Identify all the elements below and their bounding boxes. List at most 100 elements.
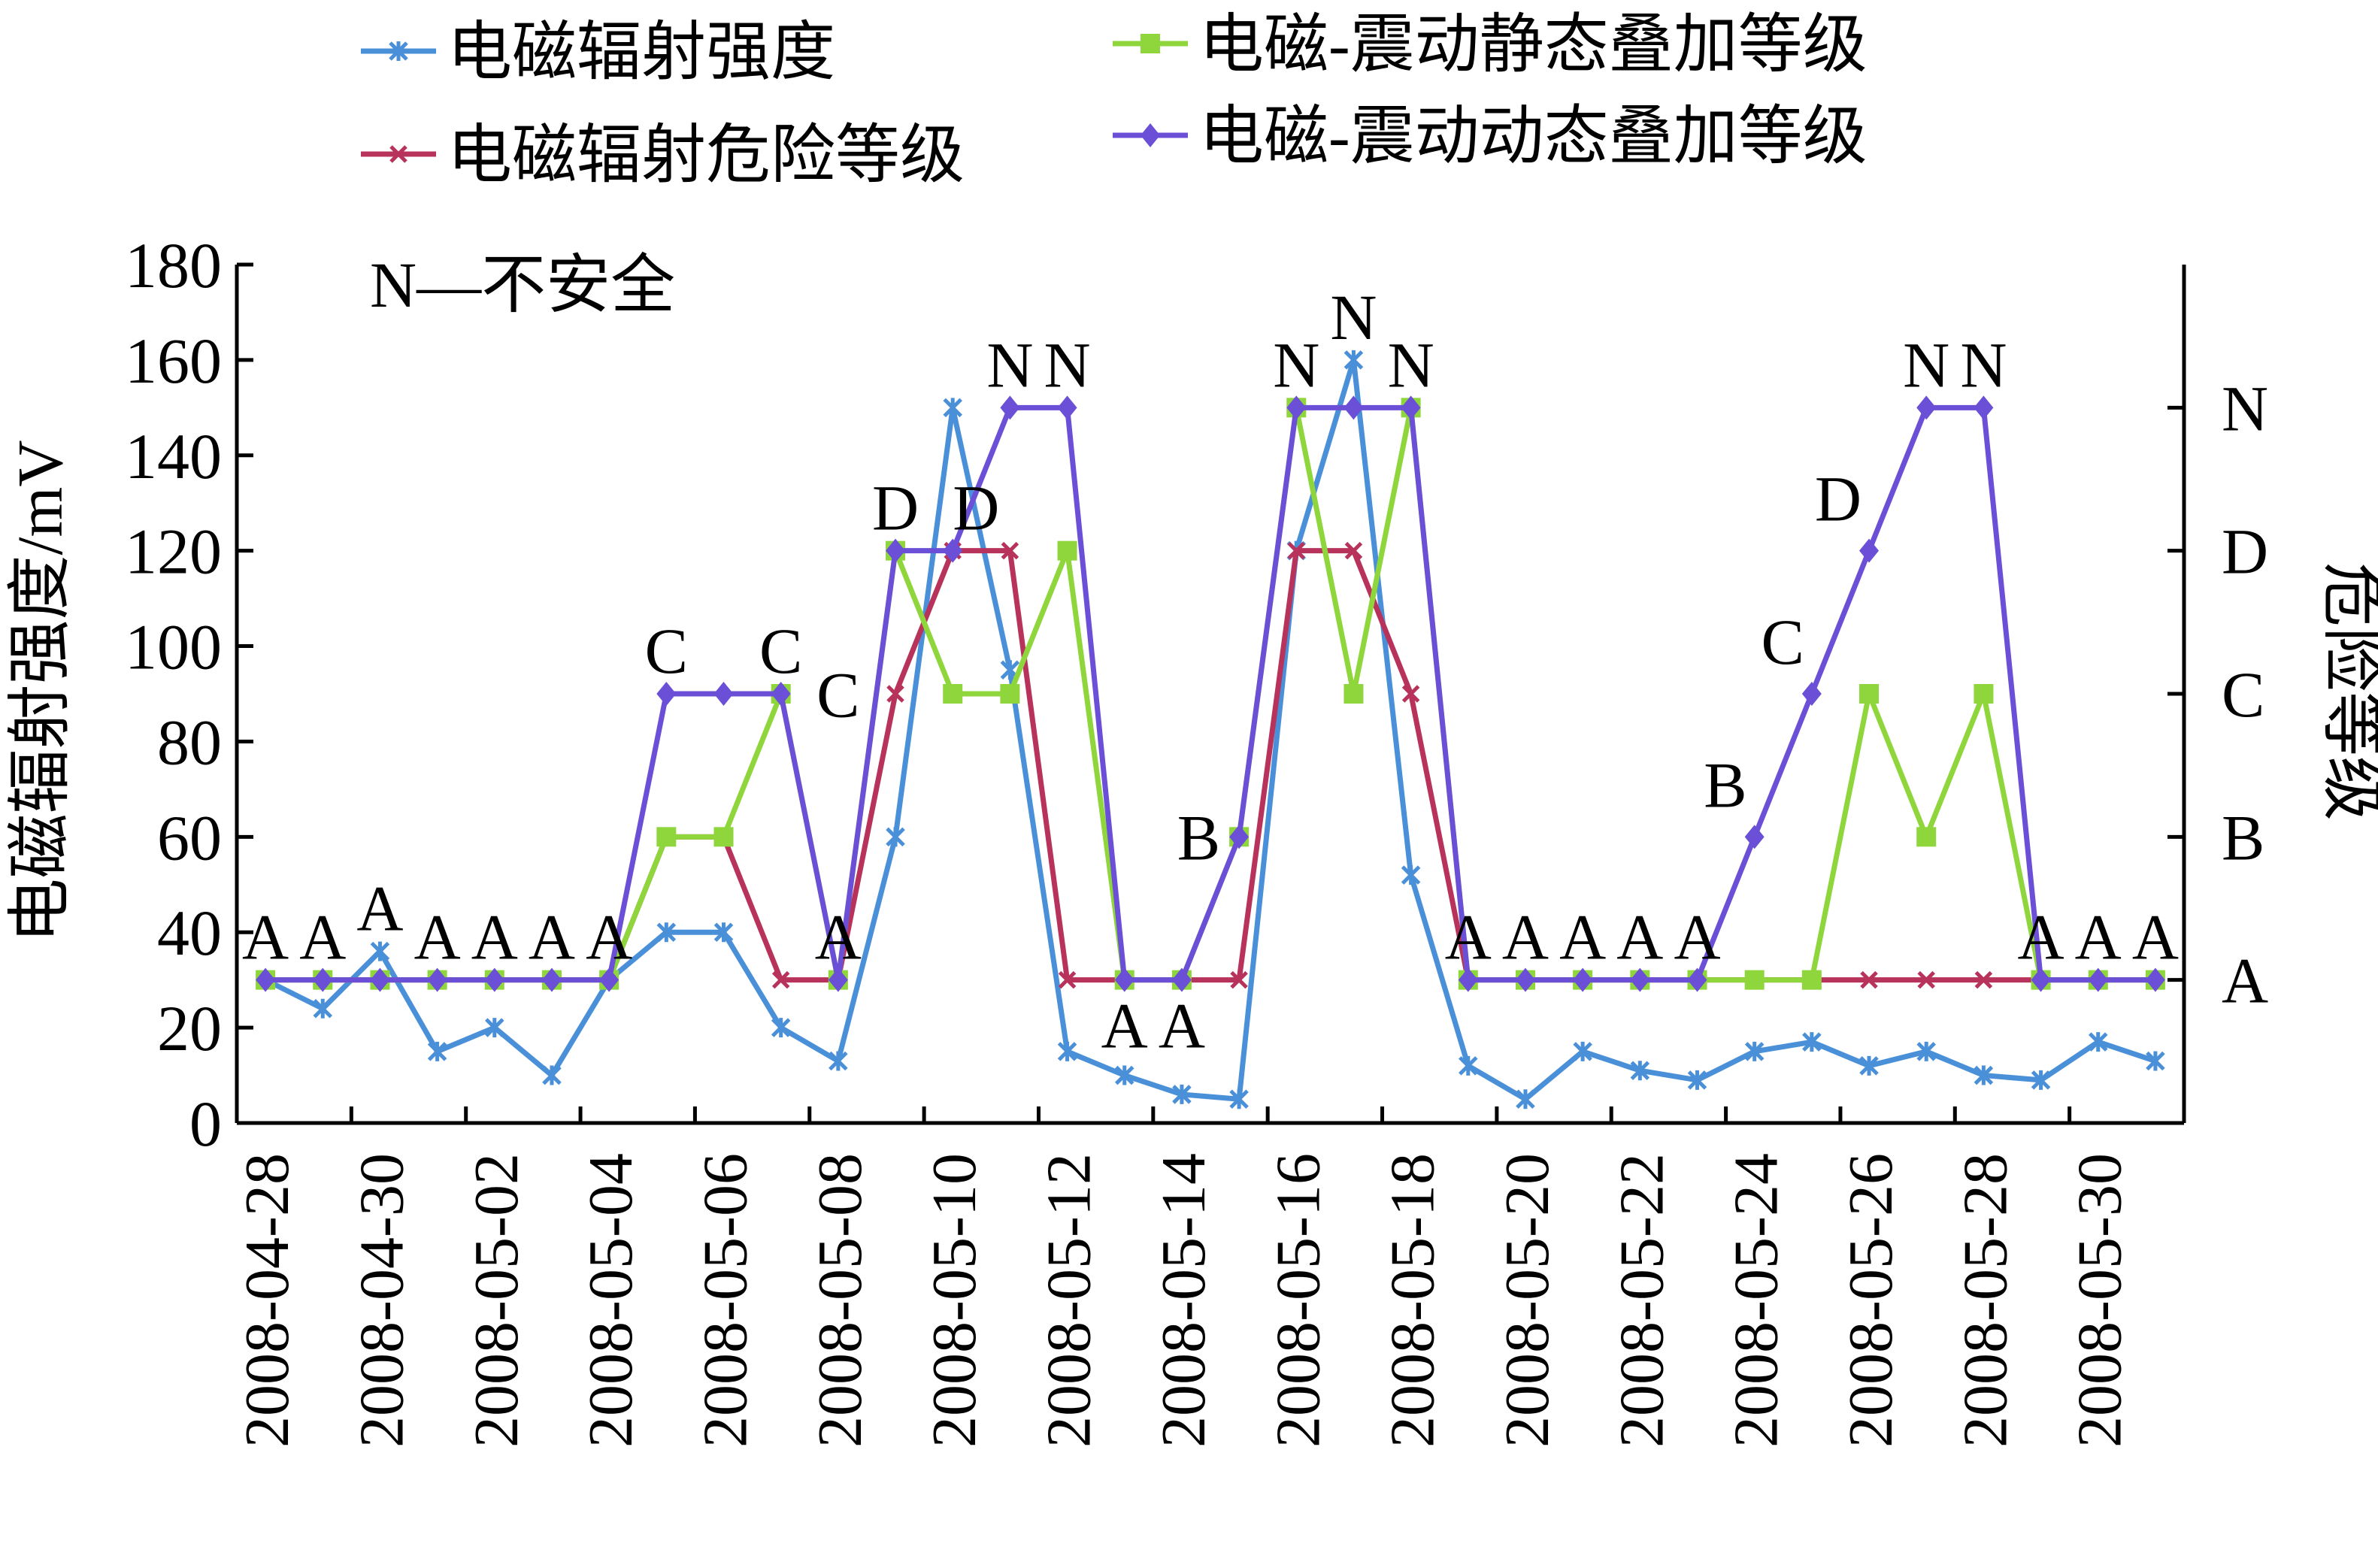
data-point-star: [656, 922, 677, 943]
y-tick-label: 100: [125, 611, 222, 683]
point-label: A: [1445, 901, 1492, 973]
point-label: A: [1502, 901, 1549, 973]
x-tick-label: 2008-05-08: [805, 1153, 875, 1448]
data-point-diamond: [1229, 825, 1250, 849]
right-tick-label: N: [2222, 372, 2268, 444]
data-point-diamond: [1630, 967, 1650, 992]
data-point-diamond: [828, 967, 848, 992]
data-point-star: [829, 1051, 848, 1071]
point-label: A: [1674, 901, 1720, 973]
series-3: [256, 395, 2165, 992]
legend-item-3: 电磁-震动动态叠加等级: [1113, 100, 1868, 172]
point-label: N: [986, 328, 1033, 401]
x-tick-label: 2008-05-18: [1378, 1153, 1448, 1448]
x-tick-label: 2008-05-28: [1950, 1153, 2020, 1448]
data-point-square: [1343, 684, 1364, 704]
x-tick-label: 2008-05-22: [1607, 1153, 1677, 1448]
point-label: A: [356, 873, 403, 945]
y-tick-label: 180: [125, 229, 222, 301]
legend-item-2: 电磁辐射危险等级: [361, 119, 965, 191]
x-tick-label: 2008-05-06: [691, 1153, 761, 1448]
y-tick-label: 60: [157, 801, 222, 873]
point-label: B: [1704, 749, 1746, 821]
data-point-square: [713, 827, 734, 847]
point-label: C: [1761, 606, 1804, 678]
data-point-diamond: [1114, 967, 1134, 992]
data-point-star: [943, 398, 962, 418]
data-point-star: [1114, 1065, 1134, 1085]
data-point-diamond: [599, 967, 619, 992]
legend-label: 电磁辐射危险等级: [447, 119, 965, 191]
point-label: D: [872, 472, 919, 544]
right-tick-label: B: [2222, 801, 2264, 873]
x-tick-label: 2008-04-28: [232, 1153, 302, 1448]
data-point-x: [1001, 541, 1019, 560]
series-line: [265, 404, 2155, 983]
data-point-x: [1401, 685, 1420, 703]
data-point-star: [1057, 1041, 1077, 1061]
series-line: [264, 357, 2157, 1102]
point-label: B: [1177, 801, 1220, 873]
data-point-square: [656, 827, 677, 847]
data-point-star: [1744, 1041, 1765, 1061]
data-point-star: [1974, 1065, 1994, 1085]
data-point-diamond: [1801, 682, 1822, 706]
data-point-diamond: [771, 682, 791, 706]
point-label: N: [1903, 328, 1949, 401]
data-point-diamond: [1286, 395, 1307, 420]
data-point-diamond: [1458, 967, 1478, 992]
point-label: A: [299, 901, 346, 973]
point-label: A: [2132, 901, 2179, 973]
data-point-star: [1401, 865, 1421, 885]
data-point-diamond: [1000, 395, 1020, 420]
point-label: A: [529, 901, 575, 973]
data-point-diamond: [1401, 395, 1421, 420]
data-point-star: [485, 1018, 504, 1038]
annotation-unsafe: N—不安全: [370, 249, 675, 321]
x-tick-label: 2008-05-16: [1263, 1153, 1333, 1448]
point-label: N: [1330, 281, 1377, 353]
point-label: D: [953, 472, 999, 544]
point-label: A: [586, 901, 632, 973]
point-label: A: [2018, 901, 2064, 973]
data-point-star: [2146, 1051, 2165, 1071]
data-point-diamond: [1916, 395, 1937, 420]
y-tick-label: 80: [157, 706, 222, 778]
data-point-diamond: [313, 967, 333, 992]
point-label: C: [816, 659, 859, 731]
data-point-diamond: [484, 967, 504, 992]
y-tick-label: 20: [157, 992, 222, 1064]
data-point-x: [1230, 970, 1248, 989]
data-point-diamond: [2088, 967, 2108, 992]
point-label: N: [1044, 328, 1091, 401]
data-point-star: [2088, 1032, 2108, 1052]
data-point-star: [771, 1018, 791, 1038]
y-axis-left-label: 电磁辐射强度/mV: [4, 440, 76, 943]
data-point-diamond: [1859, 538, 1880, 563]
point-label: A: [1159, 990, 1205, 1062]
series-0: [256, 350, 2165, 1109]
data-point-star: [1229, 1089, 1249, 1109]
x-tick-label: 2008-05-30: [2065, 1153, 2135, 1448]
data-point-star: [427, 1041, 447, 1061]
data-point-square: [1801, 970, 1822, 990]
x-tick-label: 2008-05-20: [1492, 1153, 1562, 1448]
data-point-x: [1058, 970, 1077, 989]
right-tick-label: D: [2222, 516, 2268, 588]
x-tick-label: 2008-04-30: [347, 1153, 417, 1448]
data-point-star: [1630, 1061, 1650, 1081]
x-tick-label: 2008-05-04: [576, 1153, 646, 1448]
point-label: N: [1388, 328, 1434, 401]
point-label: C: [645, 615, 688, 687]
data-point-star: [1172, 1084, 1192, 1104]
y-tick-label: 120: [125, 516, 222, 588]
data-point-diamond: [1573, 967, 1593, 992]
point-label: N: [1960, 328, 2007, 401]
data-point-diamond: [2145, 967, 2165, 992]
y-tick-label: 0: [189, 1088, 222, 1160]
data-point-square: [1974, 684, 1994, 704]
data-point-square: [943, 684, 963, 704]
data-point-square: [1057, 540, 1077, 561]
point-label: A: [414, 901, 461, 973]
